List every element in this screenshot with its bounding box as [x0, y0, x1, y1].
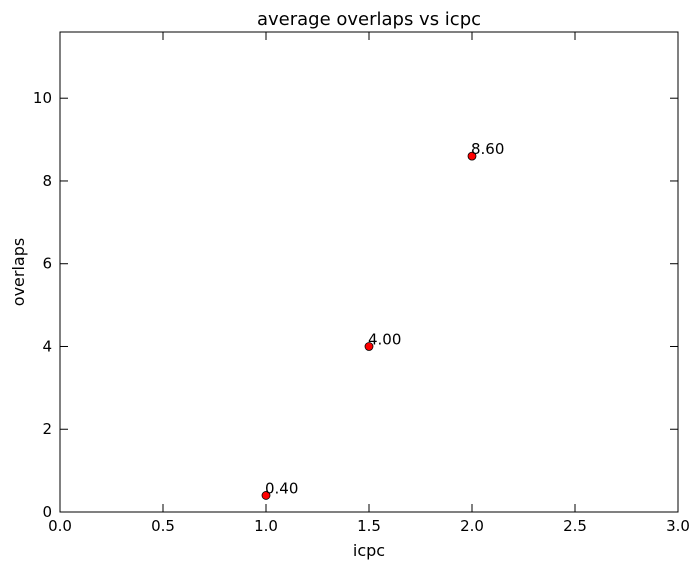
data-point	[364, 342, 374, 351]
chart-title: average overlaps vs icpc	[257, 9, 481, 30]
x-tick-label: 1.0	[254, 517, 278, 535]
y-axis-label: overlaps	[9, 238, 28, 306]
x-tick-label: 2.0	[460, 517, 484, 535]
data-point	[261, 491, 271, 500]
data-point	[467, 151, 477, 161]
plot-frame	[59, 31, 679, 513]
y-tick-label: 0	[42, 503, 52, 521]
x-tick-label: 1.5	[357, 517, 381, 535]
x-tick-label: 0.0	[48, 517, 72, 535]
y-tick-label: 2	[42, 420, 52, 438]
y-tick-label: 8	[42, 172, 52, 190]
plot-area: 0.0 0.5 1.0 1.5 2.0 2.5 3.0 0 2 4 6 8 10 0.40 4.00 8.60	[33, 32, 690, 535]
data-label: 8.60	[471, 140, 504, 158]
y-tick-label: 6	[42, 255, 52, 273]
x-tick-label: 3.0	[666, 517, 690, 535]
data-label: 0.40	[265, 479, 298, 497]
x-tick-label: 2.5	[563, 517, 587, 535]
x-axis-label: icpc	[353, 541, 385, 560]
y-tick-label: 4	[42, 337, 52, 355]
x-tick-label: 0.5	[151, 517, 175, 535]
data-label: 4.00	[368, 330, 401, 348]
y-tick-label: 10	[33, 89, 52, 107]
